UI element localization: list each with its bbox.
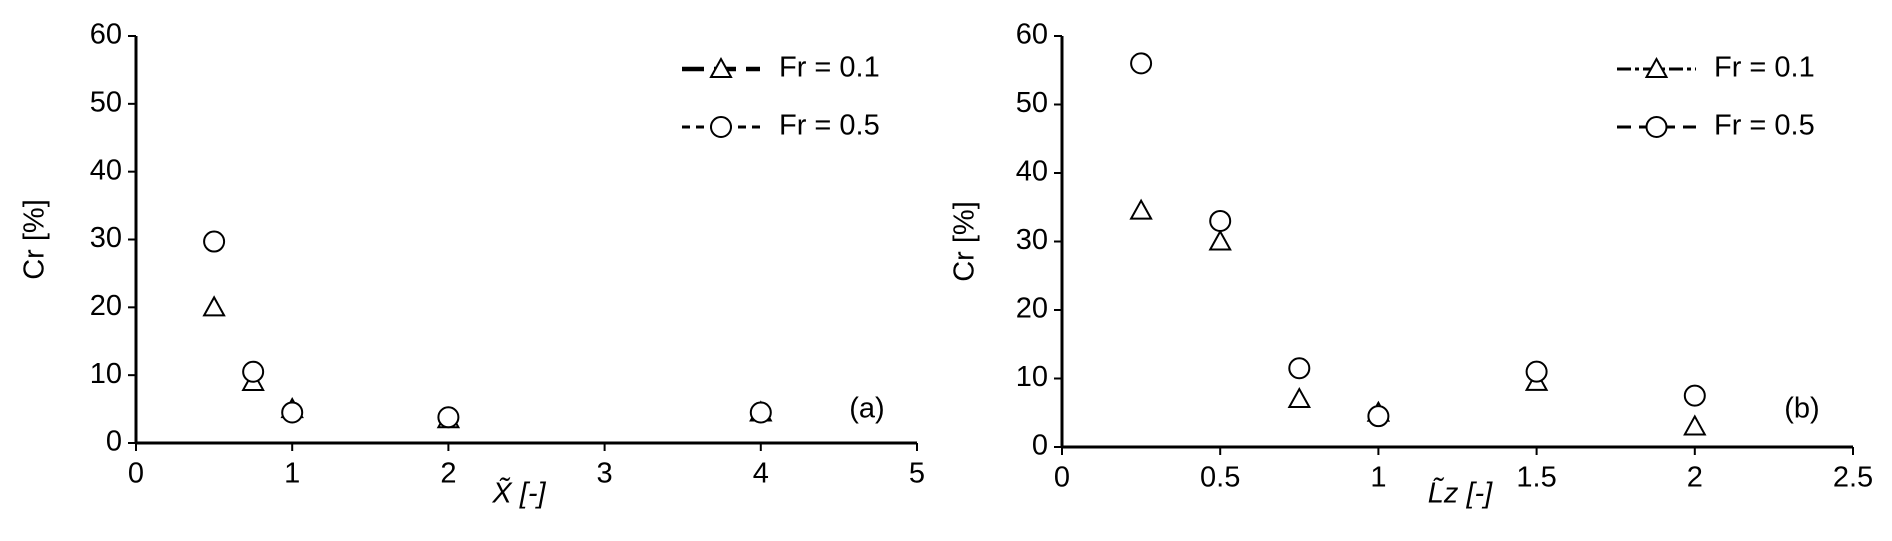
y-tick-label: 0	[1032, 430, 1048, 462]
y-tick-label: 20	[90, 290, 122, 322]
x-axis-label: X̃ [-]	[491, 477, 546, 510]
circle-marker	[1209, 209, 1232, 232]
legend-marker	[709, 56, 733, 78]
x-tick-label: 2.5	[1833, 462, 1873, 494]
y-tick-label: 0	[106, 426, 122, 458]
y-tick-label: 40	[1016, 156, 1048, 188]
triangle-marker	[202, 295, 226, 317]
legend-label: Fr = 0.1	[1714, 52, 1815, 84]
x-tick-label: 1	[1370, 462, 1386, 494]
x-tick-label: 1.5	[1516, 462, 1556, 494]
circle-marker	[1367, 405, 1390, 428]
y-tick-label: 10	[1016, 361, 1048, 393]
legend-label: Fr = 0.1	[779, 52, 880, 84]
x-tick-label: 2	[1687, 462, 1703, 494]
circle-marker	[1130, 52, 1153, 75]
x-axis-label: L̃z [-]	[1428, 477, 1493, 510]
y-tick-label: 50	[1016, 87, 1048, 119]
y-tick-label: 30	[90, 222, 122, 254]
y-tick-label: 60	[90, 19, 122, 51]
x-tick-label: 1	[284, 458, 300, 490]
x-tick-label: 0	[128, 458, 144, 490]
circle-marker	[242, 360, 265, 383]
x-tick-label: 2	[440, 458, 456, 490]
panel-annotation: (b)	[1784, 393, 1819, 425]
circle-marker	[749, 401, 772, 424]
x-tick-label: 0	[1054, 462, 1070, 494]
triangle-marker	[1129, 198, 1153, 220]
triangle-marker	[1208, 229, 1232, 251]
legend-label: Fr = 0.5	[1714, 110, 1815, 142]
y-axis-label: Cr [%]	[949, 201, 981, 282]
y-tick-label: 20	[1016, 293, 1048, 325]
panel-annotation: (a)	[849, 393, 884, 425]
x-tick-label: 3	[597, 458, 613, 490]
y-tick-label: 40	[90, 154, 122, 186]
y-tick-label: 30	[1016, 224, 1048, 256]
y-axis-label: Cr [%]	[19, 199, 51, 280]
legend-label: Fr = 0.5	[779, 110, 880, 142]
x-tick-label: 0.5	[1200, 462, 1240, 494]
x-tick-label: 5	[909, 458, 925, 490]
triangle-marker	[1287, 386, 1311, 409]
y-tick-label: 10	[90, 358, 122, 390]
circle-marker	[1525, 360, 1548, 383]
legend-marker	[1645, 116, 1668, 138]
legend-marker	[710, 116, 732, 138]
y-tick-label: 60	[1016, 19, 1048, 51]
legend-marker	[1644, 56, 1669, 78]
y-tick-label: 50	[90, 86, 122, 118]
circle-marker	[1288, 357, 1311, 380]
circle-marker	[437, 406, 460, 429]
x-tick-label: 4	[753, 458, 769, 490]
circle-marker	[203, 230, 226, 253]
circle-marker	[281, 401, 304, 424]
triangle-marker	[1683, 414, 1707, 436]
circle-marker	[1683, 384, 1706, 407]
